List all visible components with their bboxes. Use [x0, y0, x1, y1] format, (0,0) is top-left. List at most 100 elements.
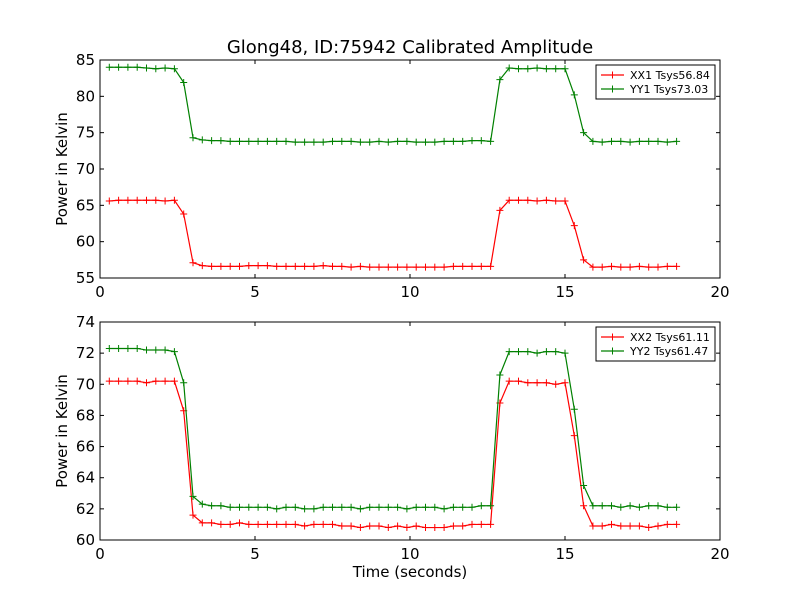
- plot2-series-1-point: [226, 520, 234, 528]
- plot1-series-1-point: [496, 206, 504, 214]
- plot1-series-1-point: [236, 262, 243, 270]
- plot2-y-tick-label: 62: [76, 500, 95, 518]
- plot2-series-2-point: [105, 344, 113, 352]
- plot2: 0 5 10 15 20 60 62 64 66 68 70 72 74 Power in Kelvin T…: [53, 313, 730, 581]
- plot2-series-1-point: [384, 524, 392, 532]
- plot1-series-1-point: [608, 262, 615, 270]
- plot1-series-2-point: [310, 138, 318, 146]
- plot2-series-1-point: [291, 520, 299, 528]
- plot1-series-1-point: [654, 263, 662, 271]
- plot1-series-1-point: [431, 263, 439, 271]
- plot1-series-1-point: [589, 263, 597, 271]
- plot1-series-2-point: [273, 137, 281, 145]
- plot2-series-1-point: [133, 377, 141, 385]
- plot1-y-tick-label: 80: [76, 87, 95, 105]
- plot1-series-2-point: [152, 65, 160, 73]
- plot2-series-2-point: [124, 344, 132, 352]
- plot1-series-2-point: [384, 138, 392, 146]
- plot2-series-1-point: [347, 522, 355, 530]
- plot2-series-1-point: [645, 524, 653, 532]
- plot1-series-1-point: [626, 263, 634, 271]
- plot1-series-2-point: [319, 138, 327, 146]
- plot1-series-1-point: [329, 262, 336, 270]
- plot1-series-1-point: [319, 262, 327, 270]
- plot2-series-2-point: [533, 349, 541, 357]
- plot1-series-2-point: [673, 137, 681, 145]
- plot1-series-1-point: [291, 262, 299, 270]
- plot1-series-1-point: [301, 262, 309, 270]
- plot2-series-2-point: [161, 346, 169, 354]
- plot1-series-2-point: [282, 137, 290, 145]
- plot2-series-2-point: [542, 348, 550, 356]
- plot1-series-1-point: [273, 262, 281, 270]
- plot2-series-2-point: [338, 503, 346, 511]
- plot1-series-1-point: [617, 263, 625, 271]
- plot2-series-2-point: [440, 505, 448, 513]
- plot2-series-2-point: [152, 346, 160, 354]
- plot2-series-2-point: [570, 405, 578, 413]
- plot2-series-2-point: [273, 505, 281, 513]
- plot2-series-2-point: [245, 503, 253, 511]
- plot2-series-2-point: [180, 379, 188, 387]
- plot2-series-2-point: [198, 500, 206, 508]
- plot2-series-2-point: [617, 503, 625, 511]
- plot1-series-2-point: [626, 138, 634, 146]
- plot1-series-2-point: [338, 137, 346, 145]
- plot1-series-2-point: [608, 137, 615, 145]
- plot1-y-tick-label: 75: [76, 124, 95, 142]
- plot1-series-1-point: [542, 196, 550, 204]
- plot2-series-2-point: [626, 502, 634, 510]
- plot1-series-1-point: [598, 263, 606, 271]
- plot2-series-1-point: [366, 522, 374, 530]
- plot1-series-2-point: [515, 65, 522, 73]
- plot2-series-2-point: [663, 503, 671, 511]
- plot2-series-2-point: [254, 503, 262, 511]
- plot2-series-1-point: [273, 520, 281, 528]
- plot1-series-2-point: [552, 65, 560, 73]
- plot2-legend-marker-1: [609, 333, 616, 341]
- plot2-series-2-point: [403, 505, 411, 513]
- plot1-series-2-point: [217, 137, 225, 145]
- plot1-series-1-point: [208, 262, 216, 270]
- plot2-series-2-point: [170, 348, 178, 356]
- plot1-series-2-point: [412, 138, 420, 146]
- plot2-series-2-point: [673, 503, 681, 511]
- plot2-series-2-point: [356, 505, 364, 513]
- plot2-series-1-point: [561, 379, 569, 387]
- plot2-series-1-point: [208, 519, 216, 527]
- plot1-series-1-point: [124, 196, 132, 204]
- plot1-series-2-point: [161, 64, 169, 72]
- plot2-series-2-point: [115, 344, 123, 352]
- plot1-series-1-point: [217, 262, 225, 270]
- plot1-series-2-point: [263, 137, 271, 145]
- plot2-series-1-point: [310, 520, 318, 528]
- plot2-series-1-point: [412, 522, 420, 530]
- plot1-series-1-point: [673, 262, 681, 270]
- plot1-series-1-point: [459, 262, 467, 270]
- plot2-series-1-point: [570, 432, 578, 440]
- plot1-series-1-point: [663, 262, 671, 270]
- plot2-y-tick-label: 70: [76, 375, 95, 393]
- plot2-series-1-point: [552, 380, 560, 388]
- plot1-series-1-point: [180, 210, 188, 218]
- plot2-series-2-point: [496, 371, 504, 379]
- plot1-series-1-point: [515, 196, 522, 204]
- plot2-series-1-point: [505, 377, 513, 385]
- plot2-series-1-point: [477, 520, 485, 528]
- plot2-y-axis-label: Power in Kelvin: [53, 374, 71, 488]
- plot1-series-1-point: [524, 196, 532, 204]
- plot1-series-2-point: [663, 138, 671, 146]
- plot1-legend-label-1: XX1 Tsys56.84: [630, 69, 710, 82]
- plot2-series-1-point: [515, 377, 522, 385]
- plot1-series-2-point: [189, 134, 197, 142]
- plot1-series-1-point: [254, 262, 262, 270]
- plot2-y-tick-label: 66: [76, 438, 95, 456]
- plot2-series-2-point: [329, 503, 336, 511]
- plot2-series-2-point: [366, 503, 374, 511]
- plot2-series-2-point: [301, 505, 309, 513]
- plot2-series-2-point: [217, 502, 225, 510]
- plot1-series-2-point: [124, 63, 132, 71]
- plot1-series-2-point: [356, 138, 364, 146]
- plot2-series-2-point: [226, 503, 234, 511]
